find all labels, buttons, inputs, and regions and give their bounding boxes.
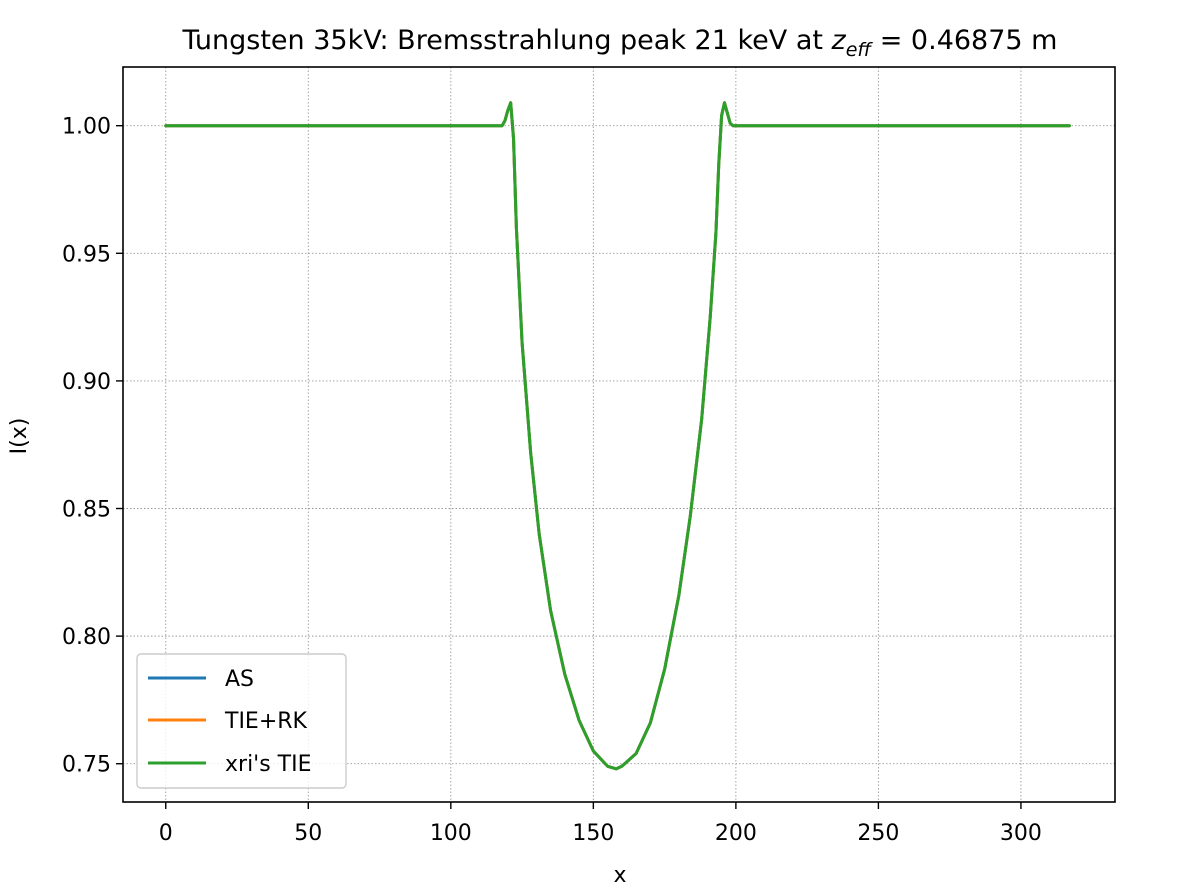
legend-label-xri-tie: xri's TIE	[225, 752, 312, 777]
chart-title: Tungsten 35kV: Bremsstrahlung peak 21 ke…	[182, 25, 1058, 61]
legend-label-tie-rk: TIE+RK	[224, 709, 308, 734]
legend: AS TIE+RK xri's TIE	[136, 653, 347, 789]
x-tick-label: 250	[857, 821, 899, 846]
y-tick-label: 0.95	[62, 242, 111, 267]
x-tick-label: 150	[572, 821, 614, 846]
x-tick-label: 300	[1000, 821, 1042, 846]
ticks: 0 50 100 150 200 250 300 0.75 0.80 0.85 0.90 0.95 1.…	[62, 115, 1042, 846]
series-line-xri-s-tie	[164, 101, 1071, 771]
x-tick-label: 200	[715, 821, 757, 846]
legend-label-as: AS	[225, 667, 254, 692]
x-tick-label: 100	[430, 821, 472, 846]
x-tick-label: 0	[159, 821, 173, 846]
x-axis-label: x	[613, 863, 626, 888]
y-tick-label: 1.00	[62, 115, 111, 140]
chart-title-suffix: = 0.46875 m	[871, 25, 1057, 56]
chart-title-symbol: z	[831, 25, 847, 56]
legend-box	[136, 653, 347, 789]
y-axis-label: I(x)	[7, 418, 32, 455]
x-tick-label: 50	[294, 821, 322, 846]
y-tick-label: 0.90	[62, 370, 111, 395]
y-tick-label: 0.85	[62, 498, 111, 523]
plot-frame	[122, 66, 1116, 803]
y-tick-label: 0.80	[62, 625, 111, 650]
series-lines	[164, 101, 1071, 771]
chart-title-prefix: Tungsten 35kV: Bremsstrahlung peak 21 ke…	[182, 25, 832, 56]
chart-title-subscript: eff	[846, 39, 874, 61]
y-tick-label: 0.75	[62, 753, 111, 778]
